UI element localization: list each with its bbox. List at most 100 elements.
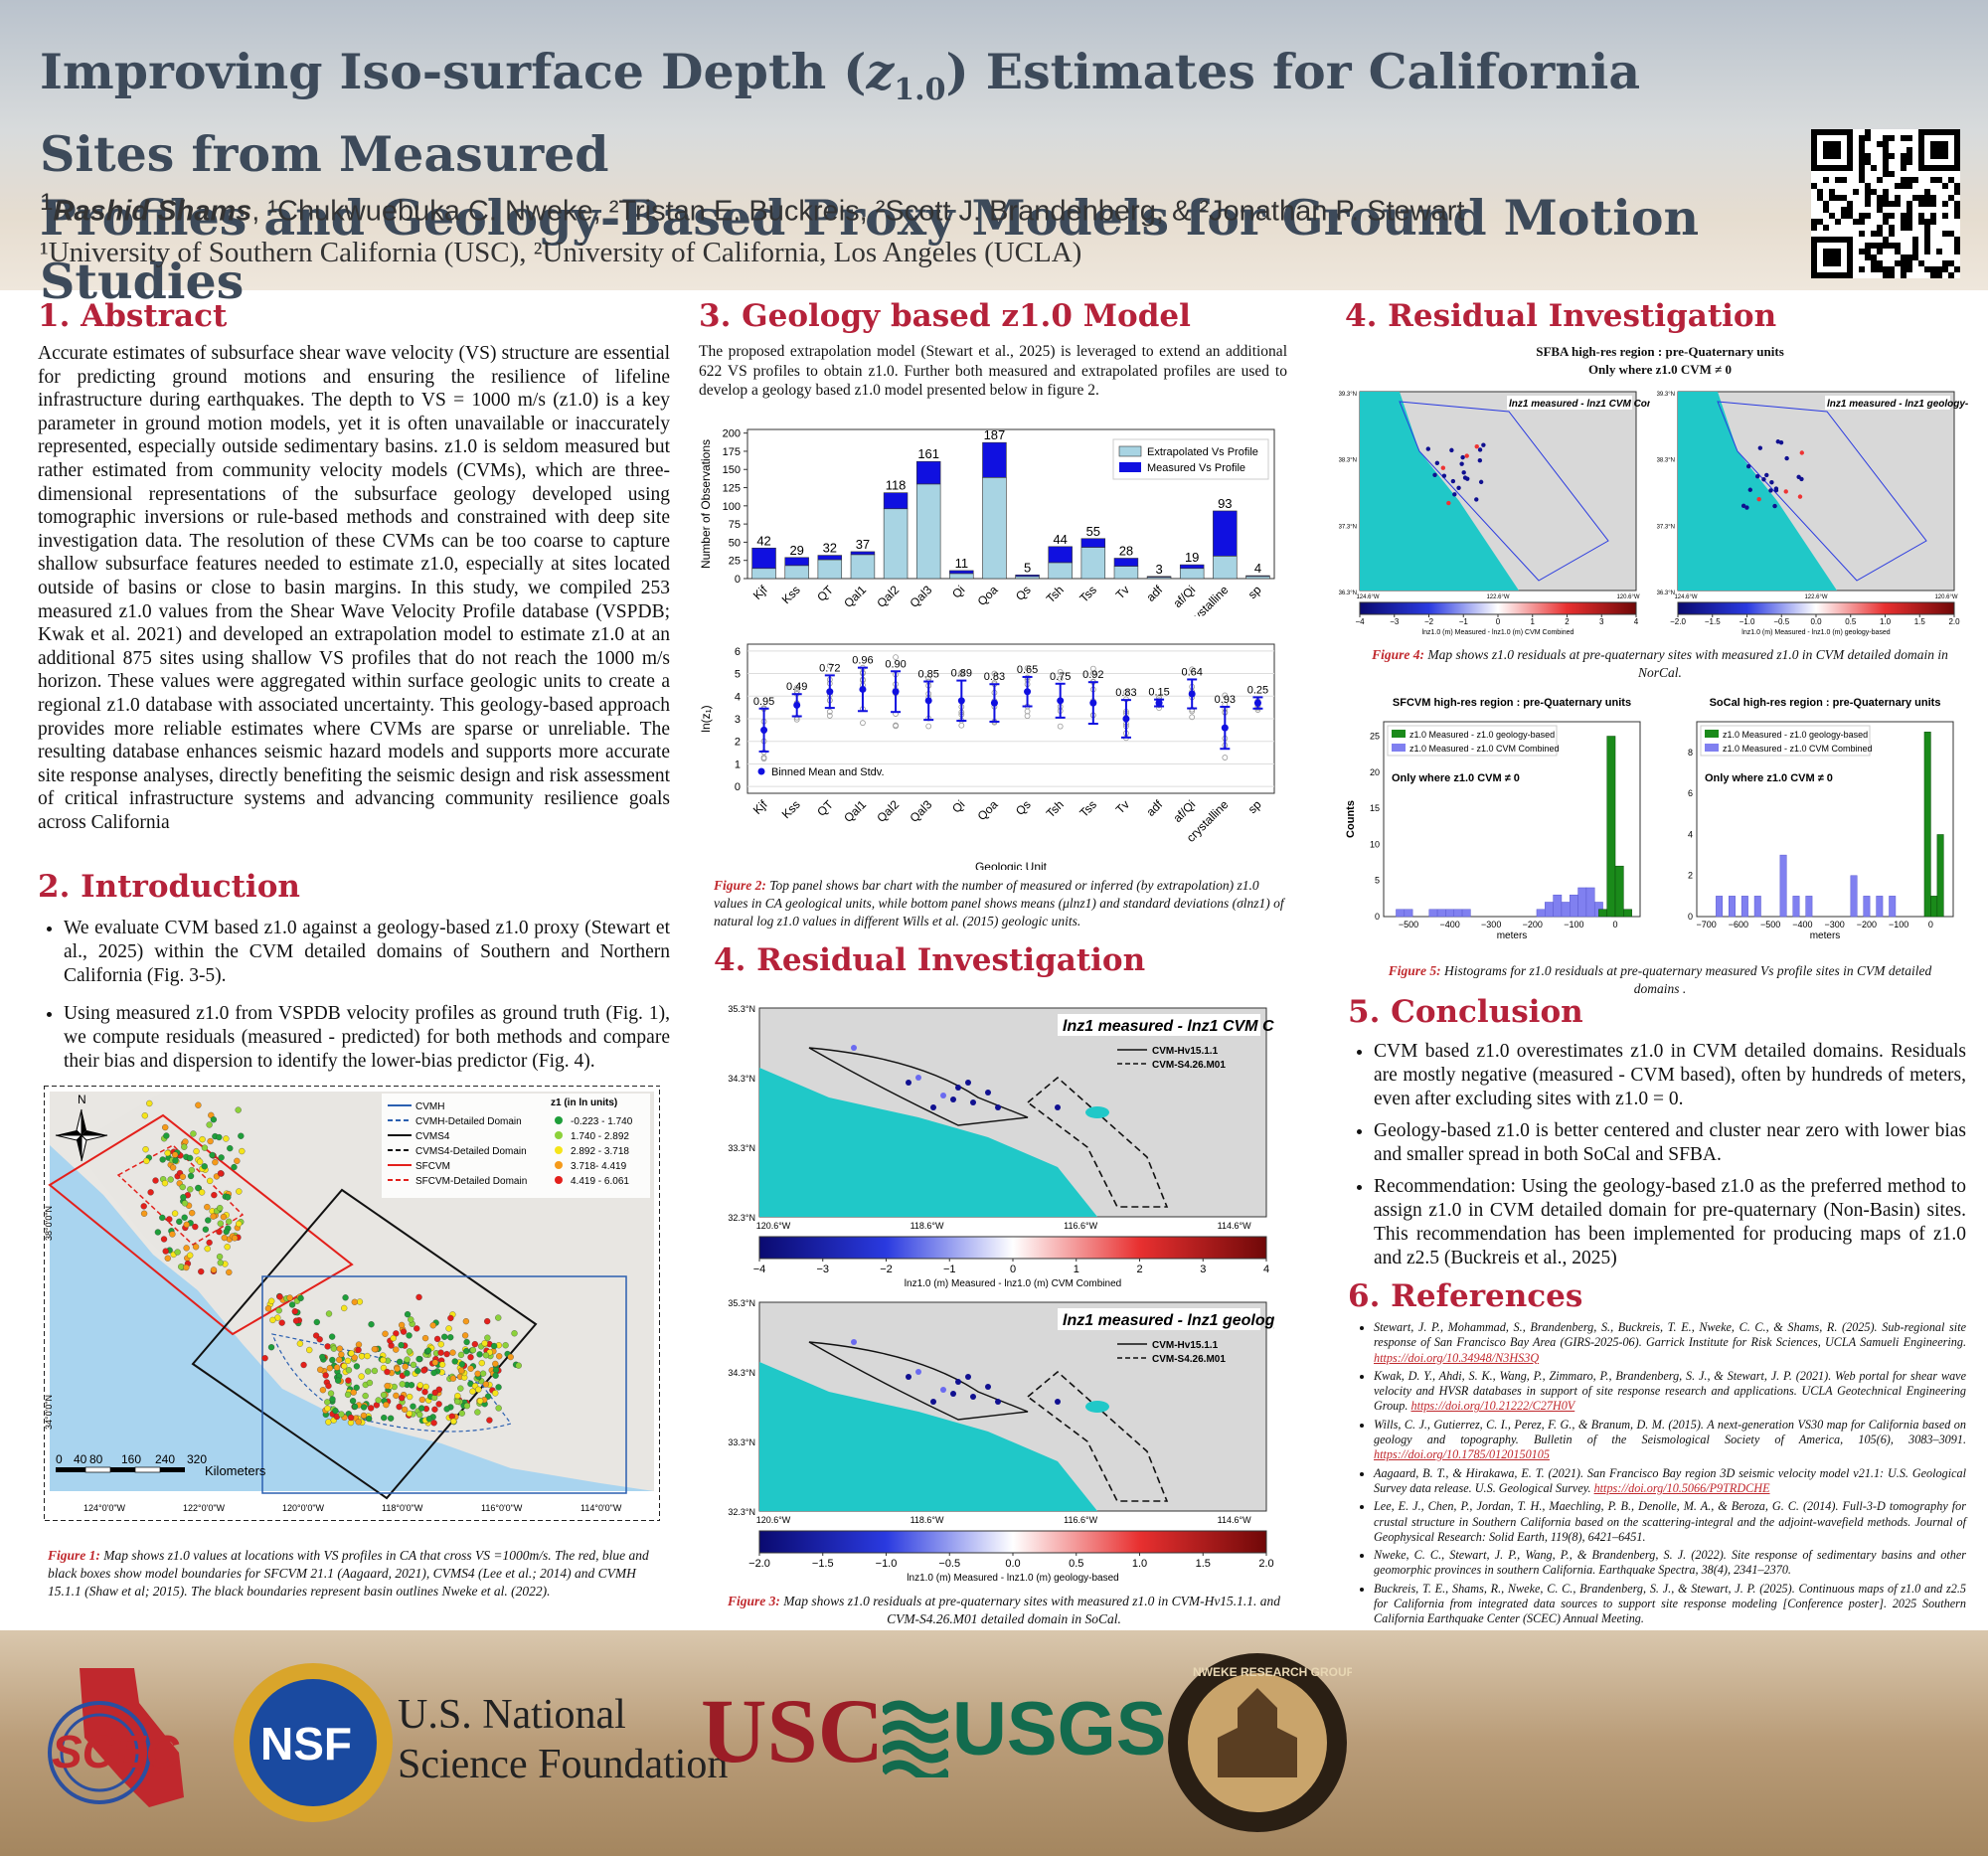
z1-site-dot xyxy=(366,1415,373,1423)
z1-site-dot xyxy=(183,1264,190,1271)
residual-site xyxy=(915,1075,921,1081)
lon-label: 114°0'0"W xyxy=(580,1503,622,1513)
bar-cvm xyxy=(1453,909,1463,918)
stdev-label: 0.83 xyxy=(1115,687,1136,699)
bar-extrapolated xyxy=(915,483,941,580)
legend-label: CVMS4-Detailed Domain xyxy=(415,1146,527,1157)
residual-site xyxy=(950,1097,956,1102)
bar-cvm xyxy=(1545,902,1554,918)
z1-site-dot xyxy=(418,1405,425,1412)
z1-site-dot xyxy=(140,1203,147,1210)
qr-code[interactable] xyxy=(1811,129,1960,278)
z1-site-dot xyxy=(450,1418,457,1425)
residual-site xyxy=(906,1374,911,1380)
z1-site-dot xyxy=(451,1358,458,1365)
references-heading: 6. References xyxy=(1348,1278,1583,1314)
z1-site-dot xyxy=(351,1403,359,1411)
y-tick-label: 1 xyxy=(735,759,741,770)
bar-cvm xyxy=(1876,896,1884,918)
z1-site-dot xyxy=(205,1217,212,1224)
z1-site-dot xyxy=(345,1377,352,1384)
bar-total-label: 187 xyxy=(984,427,1006,442)
mean-point xyxy=(1221,724,1229,732)
legend-label: CVMS4 xyxy=(415,1131,450,1142)
x-tick-label: −200 xyxy=(1523,920,1543,929)
z1-site-dot xyxy=(268,1297,275,1304)
z1-site-dot xyxy=(471,1341,478,1348)
colorbar-tick-label: −3 xyxy=(1390,617,1400,626)
map-title-box xyxy=(1058,1014,1260,1036)
scale-label: 0 xyxy=(56,1452,63,1466)
z1-site-dot xyxy=(147,1189,154,1196)
lat-label: 32.3°N xyxy=(728,1507,755,1517)
scale-label: Kilometers xyxy=(205,1463,266,1478)
z1-site-dot xyxy=(387,1415,395,1422)
z1-site-dot xyxy=(189,1210,196,1217)
z1-site-dot xyxy=(458,1367,465,1374)
residual-site xyxy=(1769,480,1774,485)
plot-area xyxy=(746,428,1275,580)
raw-point xyxy=(958,669,965,676)
residual-site xyxy=(1459,461,1464,466)
z1-site-dot xyxy=(418,1396,425,1404)
z1-site-dot xyxy=(344,1391,352,1399)
bar-total-label: 11 xyxy=(955,556,969,571)
figure-4-map-cvm: lnz1 measured - lnz1 CVM Combined 39.3°N 3… xyxy=(1339,391,1650,636)
reference-text: Nweke, C. C., Stewart, J. P., Wang, P., … xyxy=(1374,1548,1966,1578)
legend-label: CVM-Hv15.1.1 xyxy=(1152,1046,1219,1057)
reference-link[interactable]: https://doi.org/10.34948/N3HS3Q xyxy=(1374,1350,1540,1365)
stdev-label: 0.96 xyxy=(852,655,873,667)
lon-label: 114.6°W xyxy=(1218,1221,1251,1231)
legend-label: SFCVM xyxy=(415,1161,450,1172)
bar-geology xyxy=(1606,736,1616,918)
ocean xyxy=(1678,392,1837,591)
reference-item: Wills, C. J., Gutierrez, C. I., Perez, F… xyxy=(1374,1418,1966,1463)
lon-label: 120.6°W xyxy=(1934,594,1957,600)
bar-measured xyxy=(1213,510,1238,557)
z1-site-dot xyxy=(164,1149,171,1157)
z1-sites xyxy=(140,1099,522,1427)
reference-link[interactable]: https://doi.org/10.5066/P9TRDCHE xyxy=(1593,1480,1770,1495)
z1-site-dot xyxy=(398,1321,406,1329)
bar-extrapolated xyxy=(982,476,1007,580)
colorbar-tick-label: −1.5 xyxy=(812,1558,834,1570)
z1-site-dot xyxy=(496,1353,503,1360)
lon-label: 122.6°W xyxy=(1486,594,1509,600)
z1-site-dot xyxy=(152,1177,159,1184)
z1-site-dot xyxy=(211,1191,218,1199)
figure-4-map-geology: lnz1 measured - lnz1 geology-based 39.3°N… xyxy=(1657,391,1968,636)
z1-site-dot xyxy=(206,1121,213,1128)
mean-point xyxy=(826,688,834,696)
z1-site-dot xyxy=(187,1186,194,1193)
bar-cvm xyxy=(1889,896,1897,918)
z1-site-dot xyxy=(404,1311,412,1318)
z1-site-dot xyxy=(217,1170,225,1177)
z1-site-dot xyxy=(324,1399,331,1406)
z1-site-dot xyxy=(484,1334,491,1341)
reference-link[interactable]: https://doi.org/10.1785/0120150105 xyxy=(1374,1447,1550,1462)
z1-legend-label: 2.892 - 3.718 xyxy=(571,1146,629,1157)
colorbar-tick-label: −0.5 xyxy=(1773,617,1789,626)
z1-site-dot xyxy=(264,1305,272,1312)
raw-point xyxy=(1189,714,1196,721)
residual-site xyxy=(1440,465,1446,470)
bar-cvm xyxy=(1461,909,1471,918)
z1-site-dot xyxy=(209,1151,216,1159)
map-title-box xyxy=(1058,1308,1260,1330)
z1-site-dot xyxy=(186,1154,194,1162)
z1-site-dot xyxy=(469,1346,477,1354)
usc-logo: USC xyxy=(701,1680,885,1781)
legend-label: SFCVM-Detailed Domain xyxy=(415,1176,527,1187)
z1-legend-dot xyxy=(555,1176,563,1184)
bar-measured xyxy=(751,547,776,570)
y-tick-label: 8 xyxy=(1688,748,1693,758)
bar-measured xyxy=(1146,576,1172,578)
residual-site xyxy=(851,1045,857,1051)
z1-site-dot xyxy=(421,1334,429,1342)
z1-site-dot xyxy=(393,1392,400,1400)
ocean xyxy=(1360,392,1519,591)
lon-label: 120.6°W xyxy=(756,1515,791,1525)
residual-site xyxy=(1740,503,1746,509)
reference-link[interactable]: https://doi.org/10.21222/C27H0V xyxy=(1410,1399,1575,1414)
z1-site-dot xyxy=(223,1135,230,1142)
